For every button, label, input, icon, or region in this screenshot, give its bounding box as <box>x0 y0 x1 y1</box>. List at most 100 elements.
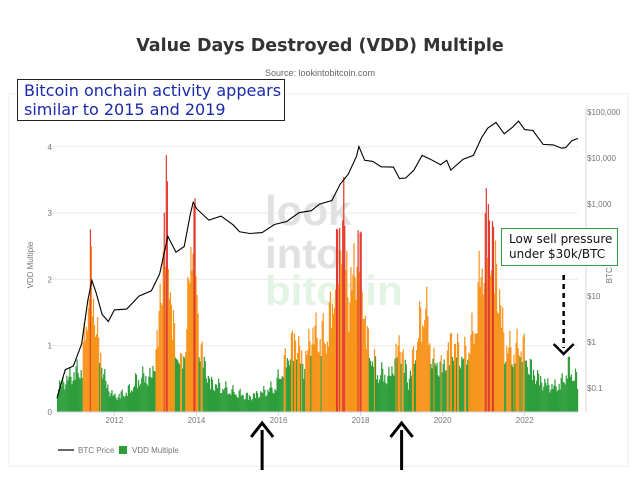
vdd-bar <box>108 391 110 412</box>
vdd-bar <box>308 328 310 412</box>
vdd-bar <box>271 387 273 412</box>
vdd-bar <box>264 389 266 412</box>
vdd-bar <box>241 394 243 412</box>
vdd-bar <box>221 393 223 412</box>
vdd-bar <box>549 392 551 412</box>
vdd-bar <box>148 376 150 412</box>
vdd-bar <box>378 383 380 412</box>
y-left-tick-label: 1 <box>48 342 53 351</box>
vdd-bar <box>356 266 358 412</box>
vdd-bar <box>196 294 198 412</box>
legend-vdd-swatch <box>119 446 127 454</box>
vdd-bar <box>558 383 560 412</box>
vdd-bar <box>211 379 214 412</box>
vdd-bar <box>114 393 116 412</box>
vdd-bar <box>283 355 285 412</box>
vdd-bar <box>194 198 196 412</box>
vdd-bar <box>168 298 171 412</box>
vdd-bar <box>223 390 225 412</box>
vdd-bar <box>376 375 379 412</box>
vdd-bar <box>381 362 383 412</box>
vdd-bar <box>152 365 154 412</box>
vdd-bar <box>198 357 200 412</box>
vdd-bar <box>486 257 488 412</box>
y-left-tick-label: 2 <box>48 275 53 284</box>
vdd-bar <box>299 345 301 412</box>
vdd-bar <box>167 269 169 412</box>
vdd-bar <box>157 346 159 412</box>
vdd-bar <box>292 360 295 412</box>
vdd-bar <box>523 333 525 412</box>
vdd-bar <box>213 391 216 412</box>
vdd-bar <box>262 393 264 412</box>
vdd-bar <box>225 381 227 412</box>
vdd-bar <box>131 391 134 412</box>
vdd-bar <box>276 377 278 412</box>
vdd-bar <box>161 305 163 412</box>
vdd-bar <box>395 343 397 412</box>
vdd-bar <box>547 378 549 412</box>
vdd-bar <box>164 266 166 412</box>
vdd-bar <box>245 393 247 412</box>
vdd-bar <box>399 351 401 412</box>
vdd-bar <box>498 313 500 412</box>
vdd-bar <box>197 313 199 412</box>
vdd-bar <box>110 393 112 412</box>
vdd-bar <box>160 302 162 412</box>
vdd-bar <box>364 315 366 412</box>
vdd-bar <box>186 329 188 412</box>
vdd-bar <box>382 368 384 412</box>
vdd-bar <box>302 363 304 412</box>
watermark-into: into <box>265 230 342 277</box>
vdd-bar <box>342 220 344 412</box>
vdd-bar <box>123 397 125 412</box>
legend[interactable]: BTC Price VDD Multiple <box>58 446 179 455</box>
vdd-bar <box>128 384 131 412</box>
vdd-bar <box>142 366 144 412</box>
vdd-bar <box>60 382 62 412</box>
vdd-bar <box>565 375 567 412</box>
vdd-bar <box>529 359 532 412</box>
vdd-bar <box>75 366 77 412</box>
vdd-bar <box>350 267 352 412</box>
vdd-bar <box>561 373 563 412</box>
vdd-bar <box>345 270 347 412</box>
vdd-bar <box>158 311 160 412</box>
x-axis: 2012 2014 2016 2018 2020 2022 <box>57 411 578 425</box>
vdd-bar <box>448 365 451 412</box>
vdd-bar <box>286 357 288 412</box>
vdd-bar <box>207 375 209 412</box>
vdd-bar <box>532 369 535 412</box>
vdd-bar <box>136 388 139 412</box>
vdd-bar <box>325 353 327 412</box>
vdd-bar <box>265 396 267 412</box>
vdd-bar <box>253 393 256 412</box>
vdd-bar <box>99 363 101 412</box>
vdd-bar <box>415 350 418 412</box>
vdd-bar <box>502 307 504 412</box>
vdd-bar <box>312 327 314 412</box>
vdd-bar <box>285 367 287 412</box>
vdd-bar <box>277 369 279 412</box>
vdd-bar <box>258 398 260 412</box>
vdd-bar <box>569 376 572 412</box>
vdd-bar <box>79 378 81 412</box>
vdd-bar <box>220 393 222 412</box>
vdd-bar <box>65 384 67 412</box>
vdd-bar <box>570 374 573 412</box>
vdd-bar <box>278 378 280 412</box>
vdd-bar <box>557 389 559 412</box>
vdd-bar <box>103 374 105 412</box>
vdd-bar <box>404 359 406 412</box>
vdd-bar <box>231 389 233 412</box>
vdd-bar <box>360 231 362 412</box>
vdd-bar <box>461 356 463 412</box>
vdd-bar <box>214 384 217 412</box>
y-left-tick-label: 0 <box>48 408 53 417</box>
vdd-bar <box>132 387 135 412</box>
annotation-low-sell-pressure: Low sell pressure under $30k/BTC <box>501 228 618 266</box>
vdd-bar <box>101 367 103 412</box>
vdd-bar <box>279 378 281 412</box>
vdd-bar <box>314 325 316 412</box>
vdd-bar <box>505 361 507 412</box>
